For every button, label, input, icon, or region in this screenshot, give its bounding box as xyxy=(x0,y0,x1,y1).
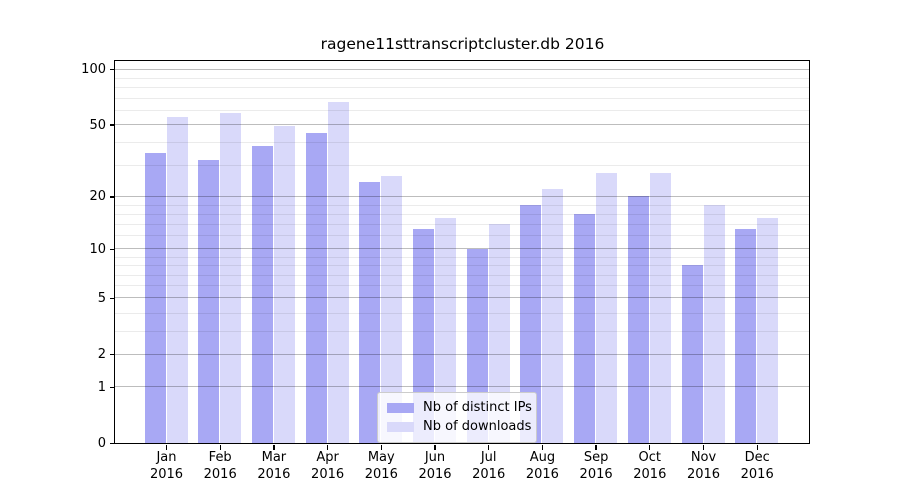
minor-gridline xyxy=(115,110,809,111)
major-gridline xyxy=(115,195,809,197)
x-axis-tick-label: Feb 2016 xyxy=(203,450,237,482)
x-axis-tick-label: Oct 2016 xyxy=(633,450,667,482)
bar-segment xyxy=(198,159,220,443)
y-axis-tick-mark xyxy=(109,353,114,356)
bar-segment xyxy=(144,152,166,443)
x-axis-tick-label: Jan 2016 xyxy=(149,450,184,482)
legend-swatch-distinct-ips xyxy=(387,402,414,413)
major-gridline xyxy=(115,124,809,126)
bar-segment xyxy=(166,117,188,443)
legend: Nb of distinct IPs Nb of downloads xyxy=(377,392,537,443)
bar-segment xyxy=(251,146,273,443)
x-axis-tick-mark xyxy=(273,445,275,450)
x-axis-tick-label: Nov 2016 xyxy=(686,450,721,482)
y-axis-tick-label: 5 xyxy=(97,290,106,306)
x-axis-tick-label: Jun 2016 xyxy=(418,450,452,482)
x-axis-tick-mark xyxy=(756,445,758,450)
y-axis-tick-mark xyxy=(109,196,114,198)
major-gridline xyxy=(115,297,809,299)
minor-gridline xyxy=(115,312,809,314)
minor-gridline xyxy=(115,213,809,215)
bar-segment xyxy=(220,112,242,443)
y-axis-tick-label: 2 xyxy=(97,347,106,362)
minor-gridline xyxy=(115,164,809,166)
y-axis-tick-label: 1 xyxy=(97,379,106,395)
major-gridline xyxy=(115,68,809,70)
y-axis-tick-mark xyxy=(109,442,114,445)
bar-segment xyxy=(413,229,434,443)
minor-gridline xyxy=(115,274,809,276)
x-axis-tick-mark xyxy=(541,445,544,450)
minor-gridline xyxy=(115,235,809,237)
minor-gridline xyxy=(115,97,809,99)
bar-segment xyxy=(681,265,703,443)
bar-segment xyxy=(488,223,510,443)
minor-gridline xyxy=(115,223,809,225)
minor-gridline xyxy=(115,285,809,287)
y-axis-tick-label: 100 xyxy=(81,62,106,78)
major-gridline xyxy=(115,386,809,388)
x-axis-tick-mark xyxy=(326,445,329,450)
bar-segment xyxy=(327,102,349,443)
x-axis-tick-mark xyxy=(488,445,490,450)
bar-segment xyxy=(542,189,564,443)
y-axis-tick-mark xyxy=(109,297,114,300)
x-axis-tick-mark xyxy=(165,445,168,450)
x-axis-tick-mark xyxy=(219,445,221,450)
minor-gridline xyxy=(115,204,809,206)
x-axis-tick-label: Mar 2016 xyxy=(257,450,291,482)
bar-segment xyxy=(520,204,542,443)
y-axis-tick-label: 20 xyxy=(89,189,106,205)
x-axis-tick-mark xyxy=(702,445,705,450)
bar-segment xyxy=(381,176,403,443)
x-axis-tick-mark xyxy=(649,445,651,450)
bar-segment xyxy=(574,213,596,443)
minor-gridline xyxy=(115,330,809,332)
minor-gridline xyxy=(115,256,809,258)
bar-segment xyxy=(757,218,779,443)
x-axis-tick-mark xyxy=(595,445,597,450)
y-axis-tick-label: 0 xyxy=(97,436,106,451)
minor-gridline xyxy=(115,87,809,89)
y-axis-tick-mark xyxy=(109,386,114,389)
x-axis-tick-label: Apr 2016 xyxy=(311,450,345,482)
legend-label: Nb of distinct IPs xyxy=(423,400,532,415)
minor-gridline xyxy=(115,142,809,144)
major-gridline xyxy=(115,353,809,355)
y-axis-tick-mark xyxy=(109,248,114,250)
major-gridline xyxy=(115,248,809,250)
x-axis-tick-label: Aug 2016 xyxy=(525,450,559,482)
x-axis-tick-label: Dec 2016 xyxy=(740,450,774,482)
x-axis-tick-label: Sep 2016 xyxy=(579,450,613,482)
chart-title: ragene11sttranscriptcluster.db 2016 xyxy=(320,35,605,53)
bar-segment xyxy=(435,218,456,443)
y-axis-tick-label: 10 xyxy=(89,241,106,257)
x-axis-tick-label: Jul 2016 xyxy=(472,450,506,482)
bar-segment xyxy=(305,132,327,443)
legend-item-downloads: Nb of downloads xyxy=(387,417,531,436)
minor-gridline xyxy=(115,265,809,266)
y-axis-tick-label: 50 xyxy=(89,117,106,133)
bar-segment xyxy=(596,173,618,443)
bar-segment xyxy=(649,173,671,443)
legend-swatch-downloads xyxy=(387,421,414,432)
bar-segment xyxy=(273,126,295,443)
bar-segment xyxy=(359,182,381,443)
bar-segment xyxy=(735,229,757,443)
minor-gridline xyxy=(115,77,809,79)
bar-segment xyxy=(703,204,725,443)
legend-item-distinct-ips: Nb of distinct IPs xyxy=(387,398,532,417)
x-axis-tick-mark xyxy=(434,445,436,450)
bar-segment xyxy=(627,196,649,443)
x-axis-tick-label: May 2016 xyxy=(364,450,398,482)
legend-label: Nb of downloads xyxy=(423,419,532,434)
x-axis-tick-mark xyxy=(380,445,382,450)
y-axis-tick-mark xyxy=(109,124,114,126)
y-axis-tick-mark xyxy=(109,69,114,71)
plot-area: Nb of distinct IPs Nb of downloads xyxy=(114,60,810,444)
